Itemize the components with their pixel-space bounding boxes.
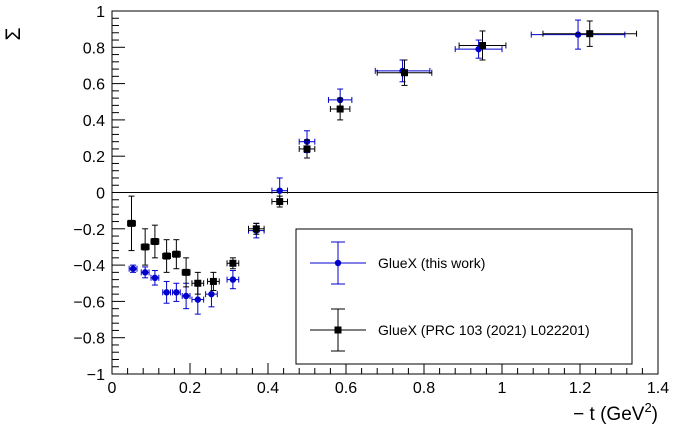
data-point <box>171 239 181 270</box>
data-marker <box>173 289 180 296</box>
x-tick-label: 1 <box>498 380 507 397</box>
data-marker <box>209 277 217 285</box>
data-marker <box>252 225 260 233</box>
x-tick-label: 0 <box>108 380 117 397</box>
data-point <box>271 195 288 208</box>
data-point <box>205 280 218 308</box>
data-point <box>127 195 136 252</box>
data-point <box>181 282 191 310</box>
y-tick-label: −0.8 <box>73 331 105 348</box>
data-marker <box>303 145 311 153</box>
data-point <box>171 282 181 302</box>
x-axis-title: − t (GeV2) <box>573 400 658 425</box>
data-point <box>181 257 191 288</box>
y-tick-label: 0 <box>96 186 105 203</box>
y-tick-label: 0.8 <box>83 40 105 57</box>
x-tick-label: 0.8 <box>413 380 435 397</box>
data-point <box>530 19 626 50</box>
data-point <box>226 270 240 290</box>
legend-box <box>295 228 633 365</box>
y-tick-label: 0.2 <box>83 149 105 166</box>
data-marker <box>574 31 582 38</box>
data-marker <box>229 276 237 283</box>
y-tick-label: −1 <box>87 367 105 384</box>
data-marker <box>401 69 408 77</box>
y-tick-label: −0.2 <box>73 222 105 239</box>
data-marker <box>182 292 190 300</box>
data-marker <box>129 265 137 272</box>
legend-marker <box>334 326 342 334</box>
x-tick-label: 0.4 <box>257 380 279 397</box>
legend-marker <box>334 259 342 267</box>
y-tick-label: 0.6 <box>83 77 105 94</box>
legend-label: GlueX (PRC 103 (2021) L022201) <box>378 322 590 338</box>
y-tick-label: −0.4 <box>73 258 105 275</box>
series-layer <box>127 19 638 315</box>
data-point <box>298 139 316 159</box>
data-point <box>140 228 150 266</box>
x-tick-label: 1.2 <box>569 380 591 397</box>
series-2 <box>127 20 638 295</box>
data-marker <box>208 290 215 298</box>
data-marker <box>163 289 170 296</box>
data-point <box>128 264 138 273</box>
x-tick-label: 0.2 <box>179 380 201 397</box>
data-point <box>542 20 638 47</box>
data-point <box>150 270 160 286</box>
data-marker <box>276 198 284 206</box>
data-point <box>162 280 171 304</box>
legend-entry: GlueX (PRC 103 (2021) L022201) <box>310 308 590 352</box>
data-marker <box>172 250 180 258</box>
y-tick-label: 0.4 <box>83 113 105 130</box>
data-point <box>248 222 265 235</box>
data-marker <box>163 252 171 260</box>
data-marker <box>141 269 149 276</box>
data-point <box>329 97 351 121</box>
data-point <box>454 39 503 59</box>
data-point <box>191 284 205 315</box>
y-tick-label: −0.6 <box>73 294 105 311</box>
legend-entry: GlueX (this work) <box>310 241 485 285</box>
x-axis: 0 0.2 0.4 0.6 0.8 1 1.2 1.4 <box>108 363 669 397</box>
data-point <box>191 271 205 295</box>
y-tick-label: 1 <box>96 4 105 21</box>
data-marker <box>229 259 237 267</box>
data-marker <box>141 243 149 251</box>
data-point <box>140 266 150 279</box>
data-marker <box>276 187 283 194</box>
data-marker <box>194 279 202 287</box>
data-point <box>162 239 171 273</box>
data-point <box>226 257 240 270</box>
data-marker <box>479 41 486 49</box>
x-tick-label: 0.6 <box>335 380 357 397</box>
y-axis: −1 −0.8 −0.6 −0.4 −0.2 0 0.2 0.4 0.6 0.8 1 <box>73 4 125 384</box>
data-point <box>150 224 160 259</box>
data-point <box>458 30 507 61</box>
data-marker <box>128 219 135 227</box>
x-tick-label: 1.4 <box>647 380 669 397</box>
y-axis-title: Σ <box>2 27 25 40</box>
data-marker <box>151 238 159 246</box>
legend-label: GlueX (this work) <box>378 255 485 271</box>
data-marker <box>194 296 201 303</box>
legend: GlueX (this work) GlueX (PRC 103 (2021) L… <box>295 228 633 365</box>
data-marker <box>586 30 594 38</box>
data-marker <box>336 105 344 113</box>
data-marker <box>151 274 159 282</box>
series-1 <box>128 19 626 315</box>
data-point <box>376 59 433 86</box>
data-marker <box>182 268 190 276</box>
data-point <box>207 271 220 292</box>
